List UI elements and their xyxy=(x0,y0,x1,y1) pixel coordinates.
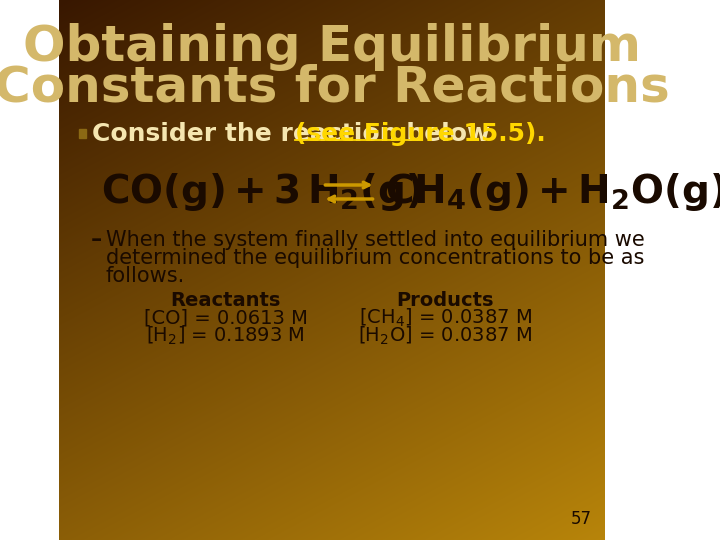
Text: [H$_2$] = 0.1893 M: [H$_2$] = 0.1893 M xyxy=(146,325,305,347)
Text: [CO] = 0.0613 M: [CO] = 0.0613 M xyxy=(143,308,307,327)
Text: determined the equilibrium concentrations to be as: determined the equilibrium concentration… xyxy=(106,248,644,268)
Text: 57: 57 xyxy=(570,510,591,528)
Text: Products: Products xyxy=(397,291,494,309)
Bar xyxy=(79,129,86,138)
Text: Constants for Reactions: Constants for Reactions xyxy=(0,64,670,112)
Text: [H$_2$O] = 0.0387 M: [H$_2$O] = 0.0387 M xyxy=(358,325,532,347)
Text: –: – xyxy=(91,230,102,250)
Text: When the system finally settled into equilibrium we: When the system finally settled into equ… xyxy=(106,230,644,250)
Text: $\mathbf{CH_4(g) + H_2O(g)}$: $\mathbf{CH_4(g) + H_2O(g)}$ xyxy=(384,171,720,213)
Text: Consider the reaction below: Consider the reaction below xyxy=(92,122,499,146)
Text: Reactants: Reactants xyxy=(171,291,281,309)
Text: $\mathbf{CO(g) + 3\,H_2(g)}$: $\mathbf{CO(g) + 3\,H_2(g)}$ xyxy=(101,171,421,213)
Text: follows.: follows. xyxy=(106,266,185,286)
Text: Obtaining Equilibrium: Obtaining Equilibrium xyxy=(22,23,641,71)
Text: [CH$_4$] = 0.0387 M: [CH$_4$] = 0.0387 M xyxy=(359,307,531,329)
Text: (see Figure 15.5).: (see Figure 15.5). xyxy=(294,122,546,146)
